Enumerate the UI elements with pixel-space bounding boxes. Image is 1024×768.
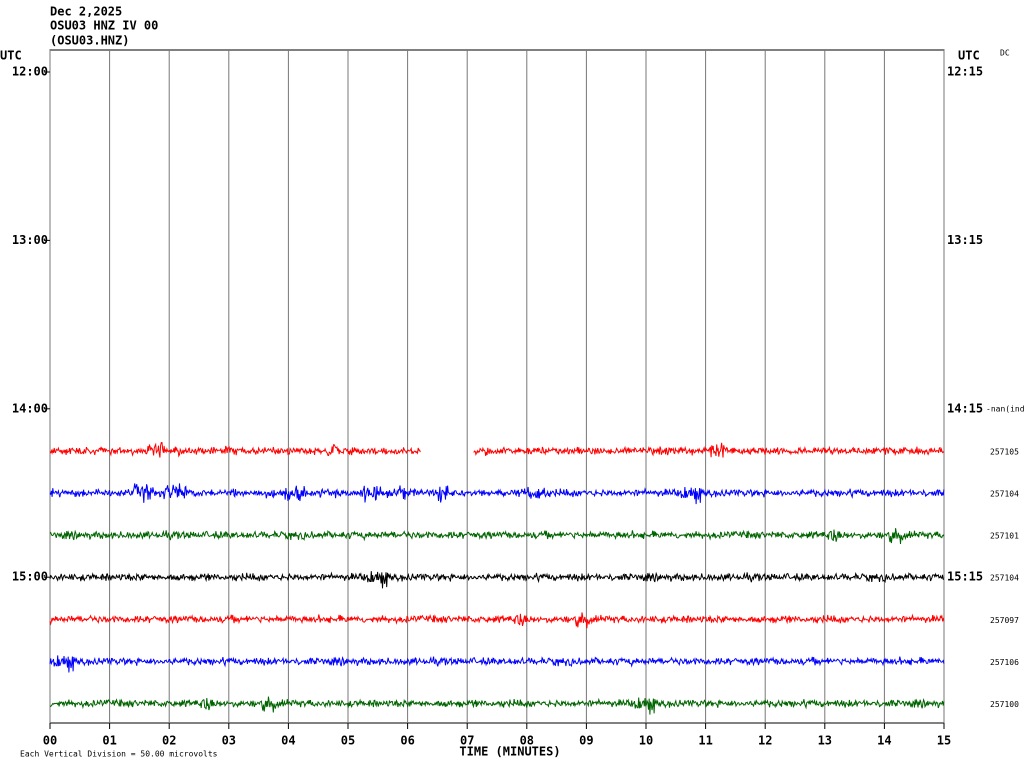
trace xyxy=(49,528,945,545)
right-hour-label: 13:15 xyxy=(947,233,983,247)
trace xyxy=(49,483,945,505)
trace xyxy=(49,612,945,629)
x-tick-label: 05 xyxy=(341,734,355,748)
row-label: -nan(ind xyxy=(986,404,1024,413)
right-hour-label: 12:15 xyxy=(947,65,983,79)
row-label: 257100 xyxy=(990,700,1019,709)
station: OSU03 HNZ IV 00 xyxy=(50,19,158,33)
right-hour-label: 15:15 xyxy=(947,570,983,584)
x-tick-label: 06 xyxy=(400,734,414,748)
x-tick-label: 14 xyxy=(877,734,891,748)
left-hour-label: 15:00 xyxy=(12,570,48,584)
x-tick-label: 15 xyxy=(937,734,951,748)
x-tick-label: 12 xyxy=(758,734,772,748)
x-axis-title: TIME (MINUTES) xyxy=(459,745,560,759)
right-hour-label: 14:15 xyxy=(947,401,983,415)
row-label: 257101 xyxy=(990,532,1019,541)
left-hour-label: 12:00 xyxy=(12,65,48,79)
x-tick-label: 07 xyxy=(460,734,474,748)
x-tick-label: 09 xyxy=(579,734,593,748)
x-tick-label: 08 xyxy=(520,734,534,748)
left-axis-label: UTC xyxy=(0,49,22,63)
row-label: 257097 xyxy=(990,616,1019,625)
trace xyxy=(473,442,944,458)
channel: (OSU03.HNZ) xyxy=(50,34,129,48)
x-tick-label: 04 xyxy=(281,734,295,748)
x-tick-label: 11 xyxy=(698,734,712,748)
trace xyxy=(49,696,945,715)
x-tick-label: 01 xyxy=(102,734,116,748)
date: Dec 2,2025 xyxy=(50,5,122,19)
x-tick-label: 00 xyxy=(43,734,57,748)
trace xyxy=(49,655,945,673)
left-hour-label: 13:00 xyxy=(12,233,48,247)
plot-frame xyxy=(49,49,945,724)
x-tick-label: 03 xyxy=(222,734,236,748)
left-hour-label: 14:00 xyxy=(12,401,48,415)
x-tick-label: 10 xyxy=(639,734,653,748)
row-label: 257104 xyxy=(990,490,1019,499)
filter-label: DC xyxy=(1000,49,1010,58)
row-label: 257104 xyxy=(990,574,1019,583)
trace xyxy=(50,441,421,458)
right-axis-label: UTC xyxy=(958,49,980,63)
row-label: 257105 xyxy=(990,447,1019,456)
trace xyxy=(49,571,944,589)
x-tick-label: 02 xyxy=(162,734,176,748)
scale-note: Each Vertical Division = 50.00 microvolt… xyxy=(20,750,218,759)
x-tick-label: 13 xyxy=(818,734,832,748)
row-label: 257106 xyxy=(990,658,1019,667)
